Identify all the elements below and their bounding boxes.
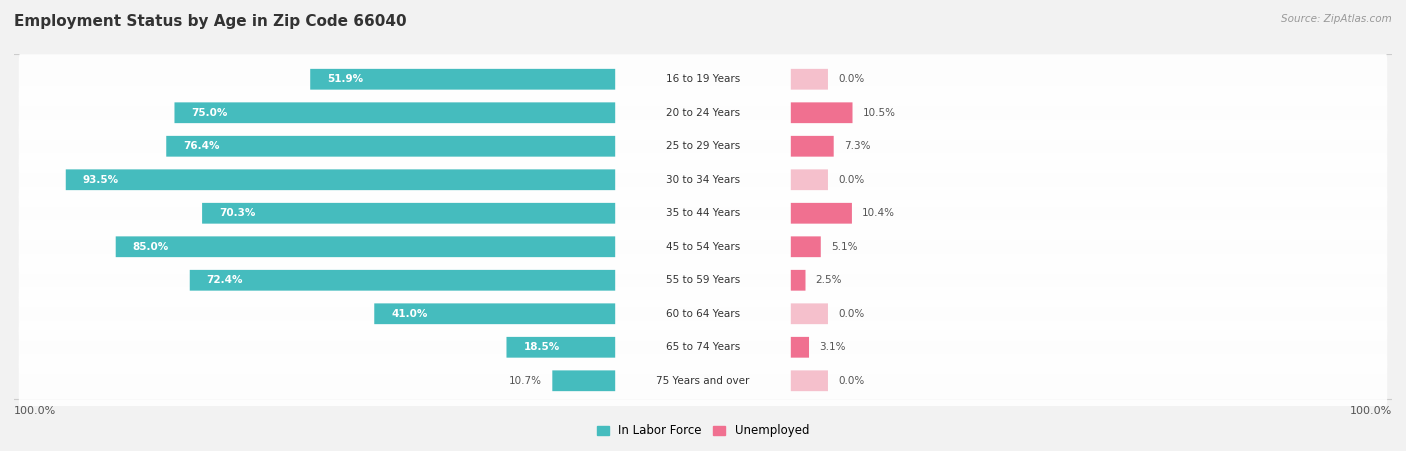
- FancyBboxPatch shape: [115, 236, 616, 257]
- FancyBboxPatch shape: [18, 153, 1388, 207]
- Text: 3.1%: 3.1%: [820, 342, 845, 352]
- Text: 65 to 74 Years: 65 to 74 Years: [666, 342, 740, 352]
- FancyBboxPatch shape: [311, 69, 616, 90]
- FancyBboxPatch shape: [790, 304, 828, 324]
- Text: 35 to 44 Years: 35 to 44 Years: [666, 208, 740, 218]
- Text: 75 Years and over: 75 Years and over: [657, 376, 749, 386]
- FancyBboxPatch shape: [790, 136, 834, 156]
- FancyBboxPatch shape: [790, 337, 808, 358]
- Text: 75.0%: 75.0%: [191, 108, 228, 118]
- Text: 72.4%: 72.4%: [207, 275, 243, 285]
- FancyBboxPatch shape: [790, 270, 806, 290]
- FancyBboxPatch shape: [66, 170, 616, 190]
- FancyBboxPatch shape: [790, 236, 821, 257]
- Text: Source: ZipAtlas.com: Source: ZipAtlas.com: [1281, 14, 1392, 23]
- FancyBboxPatch shape: [18, 354, 1388, 408]
- FancyBboxPatch shape: [18, 321, 1388, 374]
- FancyBboxPatch shape: [506, 337, 616, 358]
- Text: 45 to 54 Years: 45 to 54 Years: [666, 242, 740, 252]
- Text: 0.0%: 0.0%: [838, 175, 865, 185]
- FancyBboxPatch shape: [18, 120, 1388, 173]
- FancyBboxPatch shape: [18, 220, 1388, 274]
- FancyBboxPatch shape: [166, 136, 616, 156]
- Text: 10.4%: 10.4%: [862, 208, 896, 218]
- FancyBboxPatch shape: [18, 287, 1388, 341]
- Text: 10.5%: 10.5%: [863, 108, 896, 118]
- FancyBboxPatch shape: [790, 203, 852, 224]
- Text: 60 to 64 Years: 60 to 64 Years: [666, 309, 740, 319]
- Text: 30 to 34 Years: 30 to 34 Years: [666, 175, 740, 185]
- FancyBboxPatch shape: [790, 102, 852, 123]
- FancyBboxPatch shape: [202, 203, 616, 224]
- Text: 0.0%: 0.0%: [838, 74, 865, 84]
- FancyBboxPatch shape: [790, 69, 828, 90]
- Text: 10.7%: 10.7%: [509, 376, 543, 386]
- Text: 93.5%: 93.5%: [83, 175, 118, 185]
- FancyBboxPatch shape: [174, 102, 616, 123]
- Text: 7.3%: 7.3%: [844, 141, 870, 151]
- FancyBboxPatch shape: [190, 270, 616, 290]
- Text: 5.1%: 5.1%: [831, 242, 858, 252]
- Text: 41.0%: 41.0%: [391, 309, 427, 319]
- Text: 18.5%: 18.5%: [523, 342, 560, 352]
- Text: 0.0%: 0.0%: [838, 309, 865, 319]
- FancyBboxPatch shape: [18, 52, 1388, 106]
- FancyBboxPatch shape: [790, 170, 828, 190]
- Text: 100.0%: 100.0%: [14, 406, 56, 416]
- Text: 0.0%: 0.0%: [838, 376, 865, 386]
- Text: 16 to 19 Years: 16 to 19 Years: [666, 74, 740, 84]
- FancyBboxPatch shape: [790, 370, 828, 391]
- Text: 100.0%: 100.0%: [1350, 406, 1392, 416]
- Text: 2.5%: 2.5%: [815, 275, 842, 285]
- Text: 51.9%: 51.9%: [328, 74, 363, 84]
- Legend: In Labor Force, Unemployed: In Labor Force, Unemployed: [592, 420, 814, 442]
- Text: 55 to 59 Years: 55 to 59 Years: [666, 275, 740, 285]
- FancyBboxPatch shape: [18, 186, 1388, 240]
- Text: 20 to 24 Years: 20 to 24 Years: [666, 108, 740, 118]
- Text: Employment Status by Age in Zip Code 66040: Employment Status by Age in Zip Code 660…: [14, 14, 406, 28]
- FancyBboxPatch shape: [18, 86, 1388, 139]
- FancyBboxPatch shape: [553, 370, 616, 391]
- FancyBboxPatch shape: [18, 253, 1388, 307]
- Text: 70.3%: 70.3%: [219, 208, 256, 218]
- Text: 25 to 29 Years: 25 to 29 Years: [666, 141, 740, 151]
- FancyBboxPatch shape: [374, 304, 616, 324]
- Text: 85.0%: 85.0%: [132, 242, 169, 252]
- Text: 76.4%: 76.4%: [183, 141, 219, 151]
